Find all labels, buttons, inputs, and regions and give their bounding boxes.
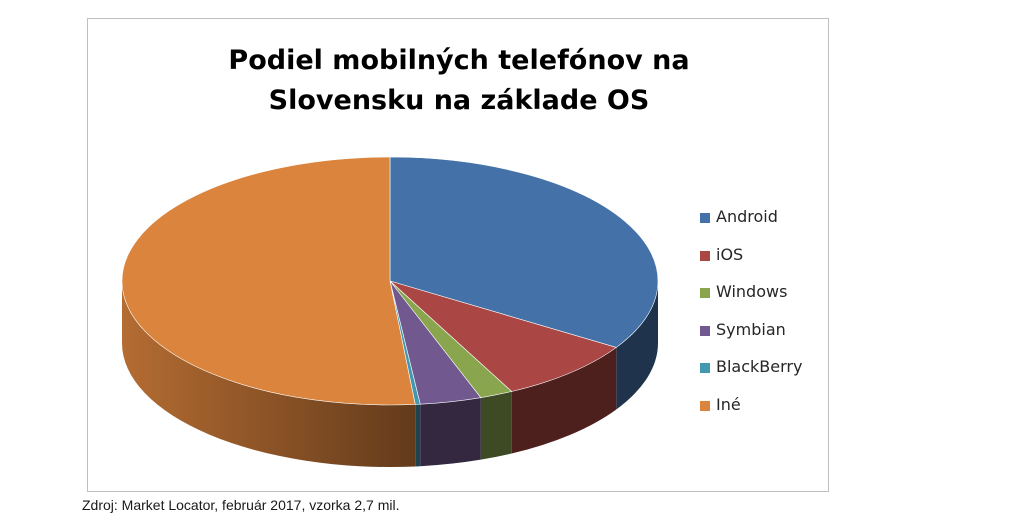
pie-slice-android [389,156,659,348]
pie-side-blackberry [415,404,421,467]
pie-sides [122,281,658,467]
legend-swatch [700,400,710,411]
pie-slice-ios [389,280,617,392]
pie-tops [121,156,659,406]
legend-label: Android [716,207,778,226]
chart-title-line-1: Podiel mobilných telefónov na [228,45,690,76]
legend-item-android: Android [700,207,802,245]
legend-item-iné: Iné [700,395,802,433]
pie-chart [121,156,659,467]
legend-label: BlackBerry [716,357,803,376]
legend-swatch [700,325,710,336]
legend-item-ios: iOS [700,245,802,283]
pie-side-iné [122,281,416,467]
source-note: Zdroj: Market Locator, február 2017, vzo… [82,497,400,513]
legend-item-symbian: Symbian [700,320,802,358]
pie-side-windows [480,391,512,460]
legend-swatch [700,213,710,223]
legend: Android iOS Windows Symbian BlackBerry Iné [700,207,802,432]
pie-side-ios [511,347,617,454]
pie-slice-iné [121,156,416,406]
legend-label: Iné [716,394,741,414]
legend-swatch [700,250,710,261]
legend-label: Windows [716,282,788,301]
chart-title: Podiel mobilných telefónov na Slovensku … [88,41,830,121]
legend-label: iOS [716,244,744,264]
legend-swatch [700,288,710,298]
legend-item-blackberry: BlackBerry [700,357,802,395]
pie-side-symbian [420,397,481,467]
pie-side-android [616,281,658,410]
legend-item-windows: Windows [700,282,802,320]
legend-label: Symbian [716,319,786,339]
legend-swatch [700,363,710,373]
chart-title-line-2: Slovensku na základe OS [268,85,650,116]
chart-frame: Podiel mobilných telefónov na Slovensku … [87,18,829,492]
